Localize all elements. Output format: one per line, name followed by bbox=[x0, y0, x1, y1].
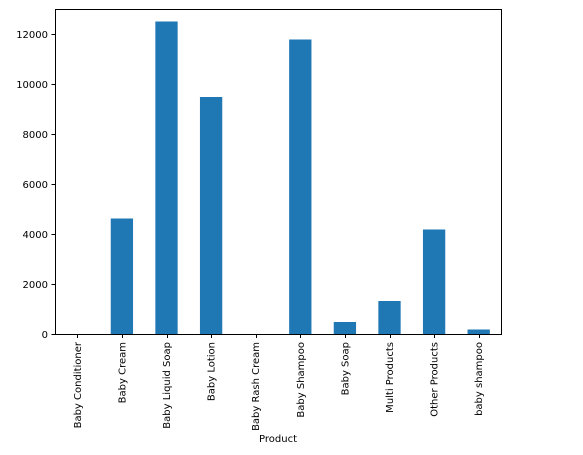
y-tick-label: 12000 bbox=[16, 30, 48, 41]
bars bbox=[110, 21, 490, 334]
y-axis: 0 2000 4000 6000 8000 10000 12000 bbox=[16, 30, 56, 341]
y-tick-label: 8000 bbox=[23, 130, 48, 141]
x-tick-label: Baby Cream bbox=[117, 342, 128, 403]
x-tick-label: Baby Liquid Soap bbox=[162, 342, 173, 429]
bar bbox=[155, 21, 178, 334]
x-tick-label: Other Products bbox=[430, 342, 441, 417]
bar bbox=[422, 229, 446, 334]
y-tick-label: 0 bbox=[42, 330, 48, 341]
y-tick-label: 4000 bbox=[23, 230, 48, 241]
bar bbox=[289, 39, 312, 334]
x-tick-label: Baby Shampoo bbox=[296, 342, 307, 418]
y-tick-label: 6000 bbox=[23, 180, 48, 191]
x-tick-label: Baby Lotion bbox=[207, 342, 218, 401]
y-tick-label: 2000 bbox=[23, 280, 48, 291]
x-axis-label: Product bbox=[259, 434, 297, 445]
bar bbox=[467, 329, 490, 334]
x-axis: Baby Conditioner Baby Cream Baby Liquid So… bbox=[73, 334, 485, 431]
x-tick-label: Multi Products bbox=[385, 342, 396, 413]
x-tick-label: baby shampoo bbox=[474, 342, 485, 416]
bar bbox=[378, 301, 401, 334]
plot-frame bbox=[55, 9, 502, 335]
y-tick-label: 10000 bbox=[16, 80, 48, 91]
x-tick-label: Baby Conditioner bbox=[73, 341, 84, 428]
bar bbox=[199, 97, 223, 334]
bar bbox=[110, 218, 134, 334]
x-tick-label: Baby Rash Cream bbox=[251, 342, 262, 431]
bar bbox=[333, 322, 357, 334]
x-tick-label: Baby Soap bbox=[340, 342, 351, 395]
